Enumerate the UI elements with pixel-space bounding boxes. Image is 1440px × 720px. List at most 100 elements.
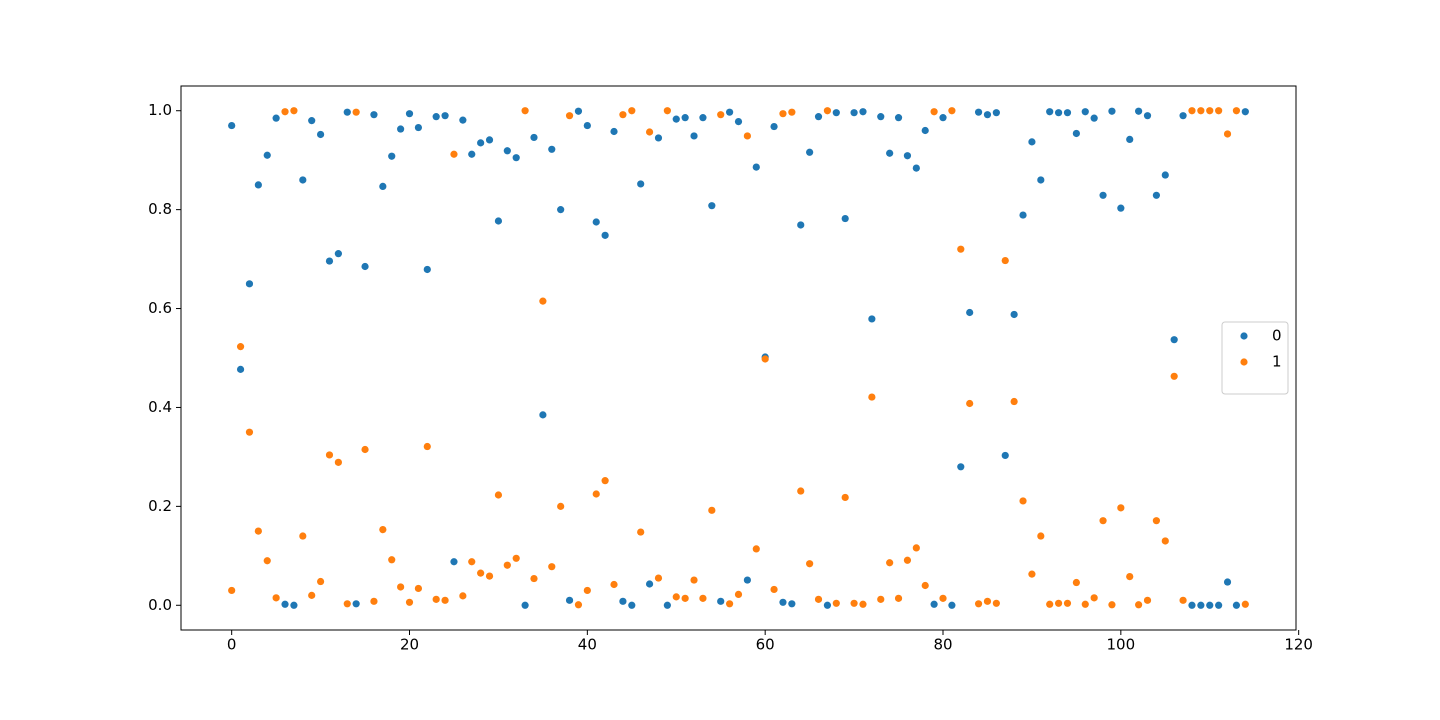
point: [699, 594, 707, 602]
point: [557, 206, 565, 214]
point: [1108, 107, 1116, 115]
point: [868, 393, 876, 401]
point: [663, 107, 671, 115]
y-tick-label: 0.0: [148, 596, 172, 614]
point: [1152, 517, 1161, 525]
point: [512, 154, 520, 162]
point: [894, 594, 903, 602]
point: [868, 315, 876, 323]
point: [681, 114, 689, 122]
point: [272, 114, 280, 122]
point: [1046, 600, 1054, 608]
point: [352, 600, 360, 608]
point: [992, 599, 1000, 607]
point: [423, 265, 431, 274]
point: [1197, 601, 1205, 609]
point: [290, 601, 298, 609]
point: [859, 600, 867, 608]
point: [654, 134, 663, 142]
point: [1001, 256, 1009, 265]
y-tick-label: 1.0: [148, 101, 172, 119]
point: [441, 596, 449, 604]
y-tick-label: 0.8: [148, 200, 172, 218]
point: [877, 113, 885, 121]
point: [912, 544, 920, 552]
point: [974, 600, 983, 608]
point: [1188, 107, 1196, 115]
point: [726, 600, 734, 608]
point: [645, 128, 654, 136]
x-tick-label: 60: [756, 636, 775, 654]
point: [1143, 112, 1152, 120]
point: [1081, 108, 1089, 116]
point: [1090, 594, 1098, 602]
point: [459, 116, 467, 124]
point: [308, 117, 316, 125]
point: [263, 557, 271, 565]
point: [1135, 601, 1143, 609]
point: [1099, 517, 1107, 525]
point: [574, 601, 583, 609]
point: [468, 150, 476, 158]
point: [654, 574, 663, 582]
point: [1099, 191, 1107, 199]
x-tick-label: 100: [1107, 636, 1136, 654]
point: [477, 569, 485, 577]
point: [503, 147, 511, 155]
point: [379, 526, 387, 534]
point: [494, 491, 503, 499]
point: [628, 601, 636, 609]
point: [281, 108, 289, 116]
point: [886, 149, 894, 157]
point: [325, 257, 334, 265]
point: [1090, 114, 1098, 122]
point: [610, 127, 618, 136]
point: [1170, 372, 1178, 380]
point: [1028, 570, 1036, 578]
y-tick-label: 0.4: [148, 398, 172, 416]
point: [619, 111, 627, 119]
point: [903, 556, 912, 564]
point: [637, 180, 645, 188]
point: [708, 506, 716, 514]
point: [823, 107, 832, 115]
point: [308, 591, 316, 599]
point: [823, 601, 832, 609]
point: [779, 110, 787, 118]
point: [788, 108, 796, 116]
point: [405, 110, 414, 118]
legend-label: 1: [1272, 353, 1282, 371]
point: [272, 594, 280, 602]
point: [1197, 107, 1205, 115]
point: [334, 458, 342, 466]
point: [690, 576, 698, 584]
point: [325, 451, 334, 459]
point: [1001, 451, 1009, 460]
point: [770, 585, 778, 594]
legend-label: 0: [1272, 327, 1282, 345]
point: [361, 262, 369, 271]
point: [530, 133, 538, 142]
point: [236, 365, 245, 373]
point: [939, 114, 947, 122]
point: [957, 245, 965, 253]
point: [601, 477, 609, 485]
point: [1037, 176, 1045, 184]
point: [797, 487, 805, 495]
point: [752, 163, 760, 171]
point: [281, 600, 289, 608]
point: [477, 139, 485, 147]
point: [548, 563, 556, 571]
point: [485, 136, 494, 144]
point: [441, 112, 449, 120]
point: [432, 595, 440, 603]
point: [850, 109, 858, 117]
point: [1063, 109, 1072, 117]
point: [841, 214, 849, 223]
point: [236, 343, 245, 351]
point: [592, 218, 600, 226]
point: [503, 561, 511, 569]
point: [539, 411, 547, 419]
point: [1241, 108, 1249, 116]
